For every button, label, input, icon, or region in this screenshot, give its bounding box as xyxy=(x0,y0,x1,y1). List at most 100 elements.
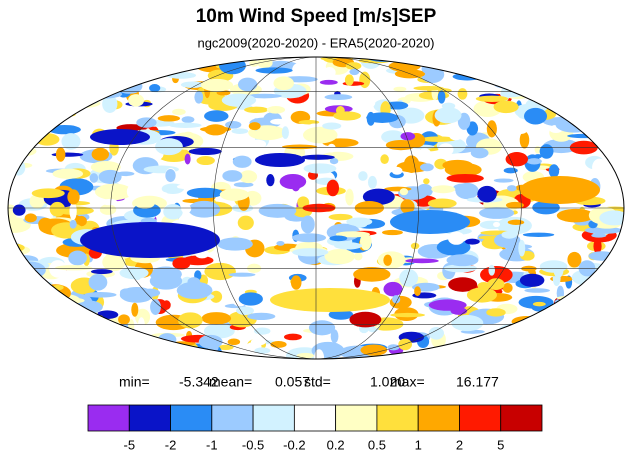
field-patch xyxy=(8,312,41,322)
field-patch xyxy=(487,278,505,290)
field-patch xyxy=(27,322,46,341)
field-patch xyxy=(39,328,72,337)
field-patch xyxy=(447,231,465,245)
field-patch xyxy=(91,269,113,275)
field-patch xyxy=(349,68,360,76)
field-patch xyxy=(8,245,31,256)
field-patch xyxy=(18,331,39,342)
field-patch xyxy=(477,282,491,290)
field-patch xyxy=(470,59,478,70)
field-patch xyxy=(446,254,479,267)
field-patch xyxy=(176,184,195,190)
field-patch xyxy=(52,168,84,179)
field-patch xyxy=(588,302,611,311)
field-patch xyxy=(567,251,582,268)
field-patch xyxy=(367,98,376,107)
field-patch xyxy=(581,283,612,301)
field-patch xyxy=(479,207,515,219)
map-border xyxy=(7,56,625,360)
field-patch xyxy=(592,296,612,303)
field-patch xyxy=(511,316,541,328)
field-patch xyxy=(191,57,207,69)
field-patch xyxy=(591,233,607,238)
field-patch xyxy=(96,310,119,319)
field-patch xyxy=(335,231,371,238)
field-patch xyxy=(11,65,22,78)
field-patch xyxy=(124,339,150,346)
field-patch xyxy=(94,183,133,201)
field-patch xyxy=(573,115,583,125)
field-patch xyxy=(157,115,181,122)
field-patch xyxy=(604,142,622,150)
field-patch xyxy=(534,146,541,154)
field-patch xyxy=(34,133,60,146)
field-patch xyxy=(8,135,15,144)
field-patch xyxy=(474,350,490,355)
field-patch xyxy=(89,173,99,183)
field-patch xyxy=(599,210,624,226)
field-patch xyxy=(302,126,338,144)
field-patch xyxy=(171,345,186,351)
field-patch xyxy=(67,189,80,205)
field-patch xyxy=(435,57,443,70)
field-patch xyxy=(201,78,234,92)
field-patch xyxy=(149,84,161,93)
field-patch xyxy=(579,57,591,74)
field-patch xyxy=(32,341,67,352)
field-patch xyxy=(552,350,585,359)
field-patch xyxy=(393,86,407,92)
field-patch xyxy=(520,321,547,335)
field-patch xyxy=(507,337,519,348)
field-patch xyxy=(188,147,222,156)
field-patch xyxy=(526,158,542,165)
colorbar-label: 5 xyxy=(497,437,504,452)
field-patch xyxy=(82,72,95,88)
field-patch xyxy=(493,100,519,114)
colorbar-label: 0.5 xyxy=(368,437,386,452)
field-patch xyxy=(16,95,25,108)
field-patch xyxy=(467,339,501,353)
field-patch xyxy=(119,266,149,280)
field-patch xyxy=(560,91,587,100)
field-patch xyxy=(273,76,294,91)
field-patch xyxy=(383,281,403,297)
field-patch xyxy=(8,320,17,328)
field-patch xyxy=(464,238,480,245)
field-patch xyxy=(588,324,607,338)
colorbar-label: -0.5 xyxy=(242,437,264,452)
field-patch xyxy=(330,329,339,344)
colorbar-label: 1 xyxy=(415,437,422,452)
field-patch xyxy=(254,347,271,354)
field-patch xyxy=(270,288,390,312)
field-patch xyxy=(84,85,99,91)
field-patch xyxy=(180,81,205,88)
field-patch xyxy=(8,280,21,294)
field-patch xyxy=(334,242,363,250)
field-patch xyxy=(572,57,600,60)
field-patch xyxy=(68,312,89,328)
field-patch xyxy=(308,320,336,336)
field-patch xyxy=(548,100,584,108)
field-patch xyxy=(391,166,403,175)
field-patch xyxy=(474,73,504,80)
field-patch xyxy=(589,109,602,127)
field-patch xyxy=(8,313,20,329)
field-patch xyxy=(12,204,26,216)
field-patch xyxy=(258,203,297,218)
field-patch xyxy=(49,290,62,306)
field-patch xyxy=(448,277,478,292)
field-patch xyxy=(232,155,252,168)
field-patch xyxy=(61,133,81,150)
field-patch xyxy=(270,118,287,125)
field-patch xyxy=(328,213,353,221)
field-patch xyxy=(8,217,31,233)
field-patch xyxy=(9,281,46,294)
field-patch xyxy=(556,78,589,94)
field-patch xyxy=(156,350,194,359)
field-patch xyxy=(90,161,121,174)
field-patch xyxy=(181,204,192,214)
field-patch xyxy=(291,233,327,243)
field-patch xyxy=(602,293,624,302)
field-patch xyxy=(594,108,621,121)
field-patch xyxy=(117,67,132,85)
